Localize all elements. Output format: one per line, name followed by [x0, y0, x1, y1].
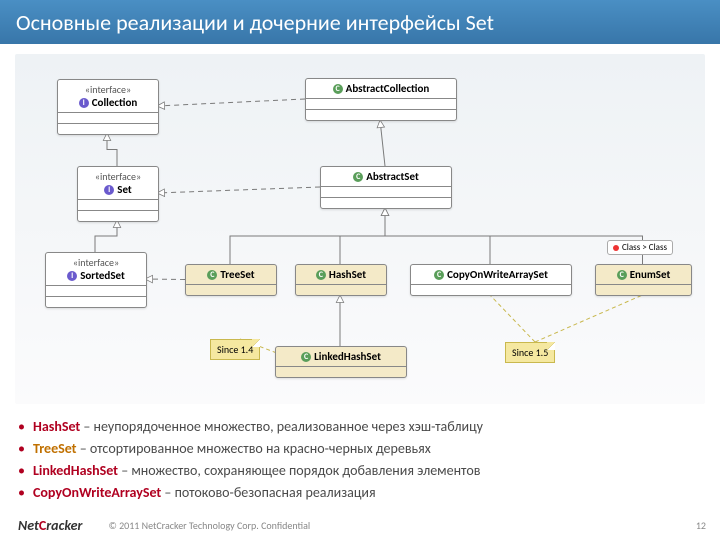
slide-title: Основные реализации и дочерние интерфейс…	[16, 9, 494, 36]
page-number: 12	[696, 519, 706, 532]
slide: Основные реализации и дочерние интерфейс…	[0, 0, 720, 540]
logo-text-2: racker	[46, 517, 82, 534]
footer: NetCracker © 2011 NetCracker Technology …	[0, 517, 706, 534]
class-sortedset: «interface»ISortedSet	[45, 252, 147, 308]
class-class-label: Class > Class	[607, 240, 673, 255]
class-collection: «interface»ICollection	[57, 79, 159, 135]
copyright: © 2011 NetCracker Technology Corp. Confi…	[108, 519, 310, 532]
class-lhs: CLinkedHashSet	[275, 346, 407, 378]
class-treeset: CTreeSet	[185, 264, 277, 296]
class-set: «interface»ISet	[77, 166, 159, 222]
logo-text: Net	[18, 517, 39, 534]
bullet-item: •TreeSet – отсортированное множество на …	[18, 440, 706, 459]
class-absset: CAbstractSet	[320, 166, 452, 209]
title-bar: Основные реализации и дочерние интерфейс…	[0, 0, 720, 44]
bullet-list: •HashSet – неупорядоченное множество, ре…	[18, 418, 706, 506]
class-enumset: CEnumSet	[595, 264, 692, 296]
uml-diagram: «interface»ICollection «interface»ISet «in…	[0, 44, 720, 404]
logo: NetCracker	[18, 517, 82, 534]
class-hashset: CHashSet	[295, 264, 387, 296]
bullet-item: •LinkedHashSet – множество, сохраняющее …	[18, 462, 706, 481]
class-abscoll: CAbstractCollection	[305, 78, 457, 121]
bullet-item: •CopyOnWriteArraySet – потоково-безопасн…	[18, 484, 706, 503]
note-n14: Since 1.4	[210, 339, 260, 360]
bullet-item: •HashSet – неупорядоченное множество, ре…	[18, 418, 706, 437]
class-cowset: CCopyOnWriteArraySet	[410, 264, 572, 296]
note-n15: Since 1.5	[505, 342, 555, 363]
